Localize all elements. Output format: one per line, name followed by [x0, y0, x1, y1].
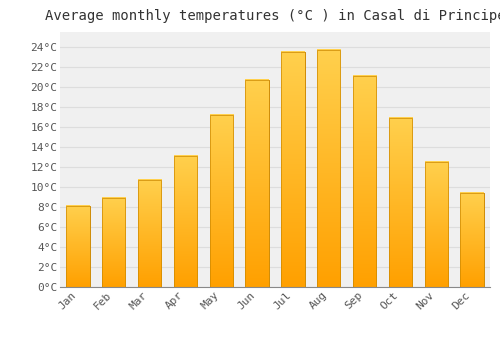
Bar — [210, 115, 233, 287]
Bar — [317, 50, 340, 287]
Bar — [174, 156, 197, 287]
Bar — [138, 180, 161, 287]
Bar — [174, 156, 197, 287]
Bar — [210, 115, 233, 287]
Bar — [282, 51, 304, 287]
Bar — [138, 180, 161, 287]
Bar — [282, 51, 304, 287]
Bar — [424, 162, 448, 287]
Bar — [246, 79, 268, 287]
Bar — [389, 118, 412, 287]
Title: Average monthly temperatures (°C ) in Casal di Principe: Average monthly temperatures (°C ) in Ca… — [44, 9, 500, 23]
Bar — [102, 198, 126, 287]
Bar — [460, 193, 483, 287]
Bar — [102, 198, 126, 287]
Bar — [317, 50, 340, 287]
Bar — [66, 206, 90, 287]
Bar — [424, 162, 448, 287]
Bar — [389, 118, 412, 287]
Bar — [66, 206, 90, 287]
Bar — [460, 193, 483, 287]
Bar — [353, 76, 376, 287]
Bar — [246, 79, 268, 287]
Bar — [353, 76, 376, 287]
